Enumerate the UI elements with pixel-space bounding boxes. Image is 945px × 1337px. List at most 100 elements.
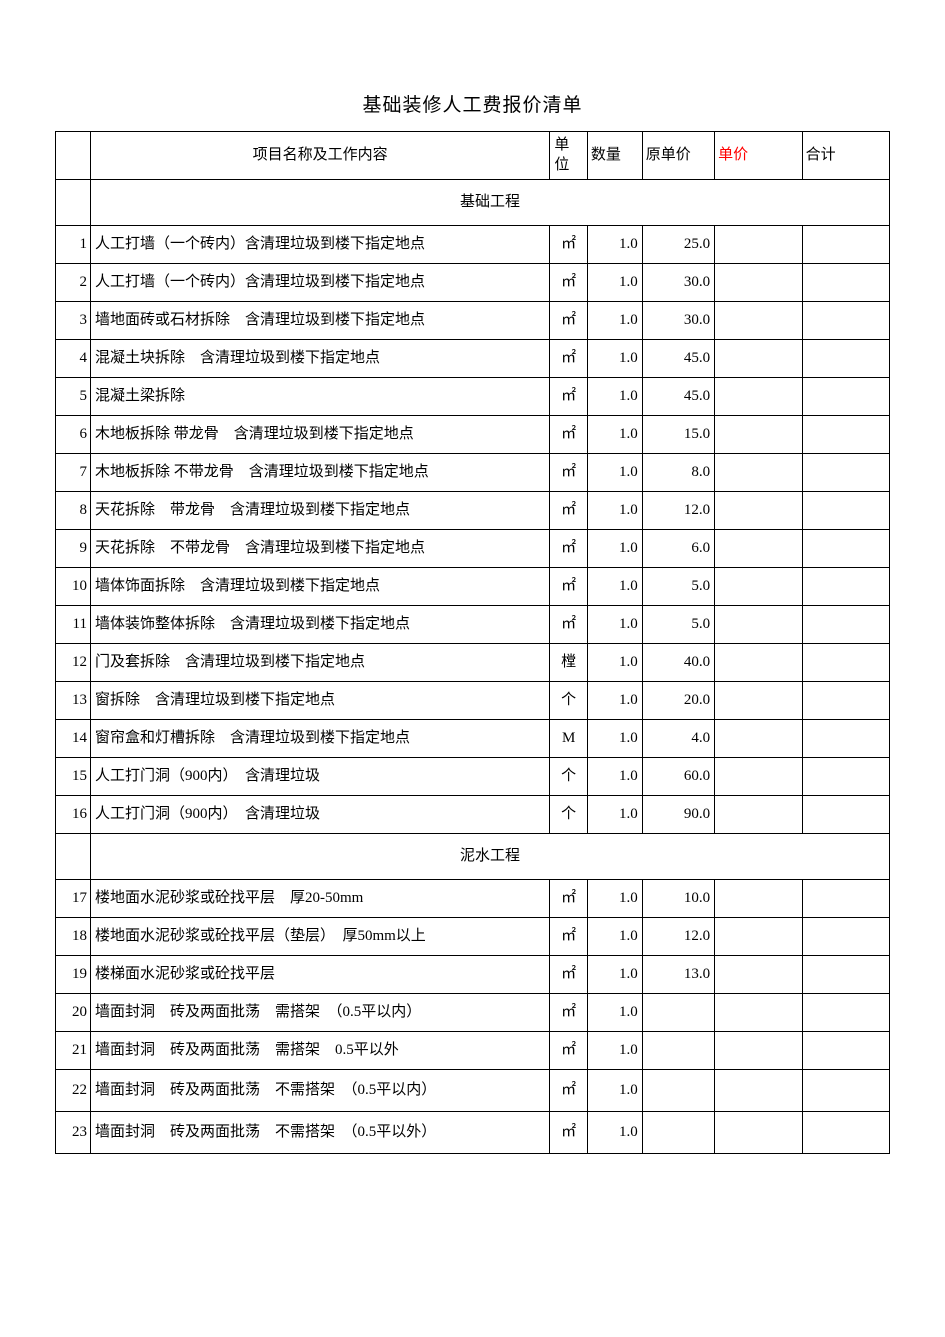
- table-row: 6木地板拆除 带龙骨 含清理垃圾到楼下指定地点㎡1.015.0: [56, 416, 890, 454]
- cell-original-price: 6.0: [642, 530, 714, 568]
- cell-desc: 人工打墙（一个砖内）含清理垃圾到楼下指定地点: [90, 226, 549, 264]
- cell-price: [715, 302, 802, 340]
- table-row: 18楼地面水泥砂浆或砼找平层（垫层） 厚50mm以上㎡1.012.0: [56, 918, 890, 956]
- cell-unit: ㎡: [550, 1112, 587, 1154]
- cell-unit: ㎡: [550, 1032, 587, 1070]
- cell-qty: 1.0: [587, 568, 642, 606]
- table-row: 21墙面封洞 砖及两面批荡 需搭架 0.5平以外㎡1.0: [56, 1032, 890, 1070]
- cell-index: 17: [56, 880, 91, 918]
- cell-total: [802, 530, 889, 568]
- cell-index: 3: [56, 302, 91, 340]
- cell-price: [715, 416, 802, 454]
- cell-original-price: 25.0: [642, 226, 714, 264]
- cell-unit: ㎡: [550, 492, 587, 530]
- cell-qty: 1.0: [587, 758, 642, 796]
- cell-unit: 个: [550, 796, 587, 834]
- cell-index: 2: [56, 264, 91, 302]
- cell-original-price: [642, 994, 714, 1032]
- table-row: 9天花拆除 不带龙骨 含清理垃圾到楼下指定地点㎡1.06.0: [56, 530, 890, 568]
- cell-index: 12: [56, 644, 91, 682]
- cell-desc: 门及套拆除 含清理垃圾到楼下指定地点: [90, 644, 549, 682]
- cell-unit: ㎡: [550, 226, 587, 264]
- cell-index: 20: [56, 994, 91, 1032]
- cell-unit: ㎡: [550, 606, 587, 644]
- cell-price: [715, 720, 802, 758]
- cell-total: [802, 918, 889, 956]
- cell-total: [802, 796, 889, 834]
- cell-total: [802, 454, 889, 492]
- cell-unit: ㎡: [550, 1070, 587, 1112]
- cell-unit: 樘: [550, 644, 587, 682]
- page-title: 基础装修人工费报价清单: [55, 90, 890, 117]
- cell-price: [715, 568, 802, 606]
- cell-index: 23: [56, 1112, 91, 1154]
- table-row: 17楼地面水泥砂浆或砼找平层 厚20-50mm㎡1.010.0: [56, 880, 890, 918]
- cell-desc: 墙面封洞 砖及两面批荡 不需搭架 （0.5平以内）: [90, 1070, 549, 1112]
- cell-desc: 窗拆除 含清理垃圾到楼下指定地点: [90, 682, 549, 720]
- cell-qty: 1.0: [587, 682, 642, 720]
- cell-total: [802, 264, 889, 302]
- header-total: 合计: [802, 132, 889, 180]
- cell-qty: 1.0: [587, 226, 642, 264]
- section-name: 基础工程: [90, 180, 889, 226]
- cell-unit: M: [550, 720, 587, 758]
- cell-total: [802, 720, 889, 758]
- cell-original-price: 40.0: [642, 644, 714, 682]
- cell-index: 18: [56, 918, 91, 956]
- header-desc: 项目名称及工作内容: [90, 132, 549, 180]
- cell-original-price: [642, 1112, 714, 1154]
- cell-total: [802, 1070, 889, 1112]
- cell-original-price: 45.0: [642, 378, 714, 416]
- cell-price: [715, 1112, 802, 1154]
- cell-price: [715, 530, 802, 568]
- cell-desc: 天花拆除 不带龙骨 含清理垃圾到楼下指定地点: [90, 530, 549, 568]
- cell-original-price: 8.0: [642, 454, 714, 492]
- cell-price: [715, 682, 802, 720]
- cell-desc: 楼地面水泥砂浆或砼找平层 厚20-50mm: [90, 880, 549, 918]
- cell-original-price: [642, 1070, 714, 1112]
- cell-unit: ㎡: [550, 378, 587, 416]
- table-row: 16人工打门洞（900内） 含清理垃圾个1.090.0: [56, 796, 890, 834]
- cell-total: [802, 606, 889, 644]
- cell-index: 9: [56, 530, 91, 568]
- cell-index: 7: [56, 454, 91, 492]
- cell-desc: 墙面封洞 砖及两面批荡 需搭架 0.5平以外: [90, 1032, 549, 1070]
- quotation-table: 项目名称及工作内容单位数量原单价单价合计基础工程1人工打墙（一个砖内）含清理垃圾…: [55, 131, 890, 1154]
- cell-price: [715, 492, 802, 530]
- cell-original-price: 45.0: [642, 340, 714, 378]
- cell-index: 22: [56, 1070, 91, 1112]
- section-header: 基础工程: [56, 180, 890, 226]
- cell-unit: ㎡: [550, 994, 587, 1032]
- cell-price: [715, 1070, 802, 1112]
- table-row: 11墙体装饰整体拆除 含清理垃圾到楼下指定地点㎡1.05.0: [56, 606, 890, 644]
- cell-original-price: 12.0: [642, 918, 714, 956]
- cell-desc: 墙面封洞 砖及两面批荡 不需搭架 （0.5平以外）: [90, 1112, 549, 1154]
- cell-original-price: 13.0: [642, 956, 714, 994]
- cell-qty: 1.0: [587, 880, 642, 918]
- cell-qty: 1.0: [587, 918, 642, 956]
- cell-original-price: 30.0: [642, 264, 714, 302]
- cell-qty: 1.0: [587, 994, 642, 1032]
- cell-price: [715, 1032, 802, 1070]
- cell-qty: 1.0: [587, 956, 642, 994]
- cell-qty: 1.0: [587, 720, 642, 758]
- cell-original-price: 5.0: [642, 606, 714, 644]
- cell-price: [715, 264, 802, 302]
- cell-total: [802, 378, 889, 416]
- cell-original-price: 90.0: [642, 796, 714, 834]
- cell-desc: 木地板拆除 不带龙骨 含清理垃圾到楼下指定地点: [90, 454, 549, 492]
- cell-desc: 楼梯面水泥砂浆或砼找平层: [90, 956, 549, 994]
- table-row: 1人工打墙（一个砖内）含清理垃圾到楼下指定地点㎡1.025.0: [56, 226, 890, 264]
- table-row: 2人工打墙（一个砖内）含清理垃圾到楼下指定地点㎡1.030.0: [56, 264, 890, 302]
- section-index: [56, 834, 91, 880]
- cell-index: 1: [56, 226, 91, 264]
- cell-total: [802, 416, 889, 454]
- cell-desc: 墙体装饰整体拆除 含清理垃圾到楼下指定地点: [90, 606, 549, 644]
- cell-total: [802, 682, 889, 720]
- cell-unit: ㎡: [550, 454, 587, 492]
- cell-price: [715, 796, 802, 834]
- cell-index: 21: [56, 1032, 91, 1070]
- cell-original-price: 60.0: [642, 758, 714, 796]
- cell-index: 11: [56, 606, 91, 644]
- table-row: 22墙面封洞 砖及两面批荡 不需搭架 （0.5平以内）㎡1.0: [56, 1070, 890, 1112]
